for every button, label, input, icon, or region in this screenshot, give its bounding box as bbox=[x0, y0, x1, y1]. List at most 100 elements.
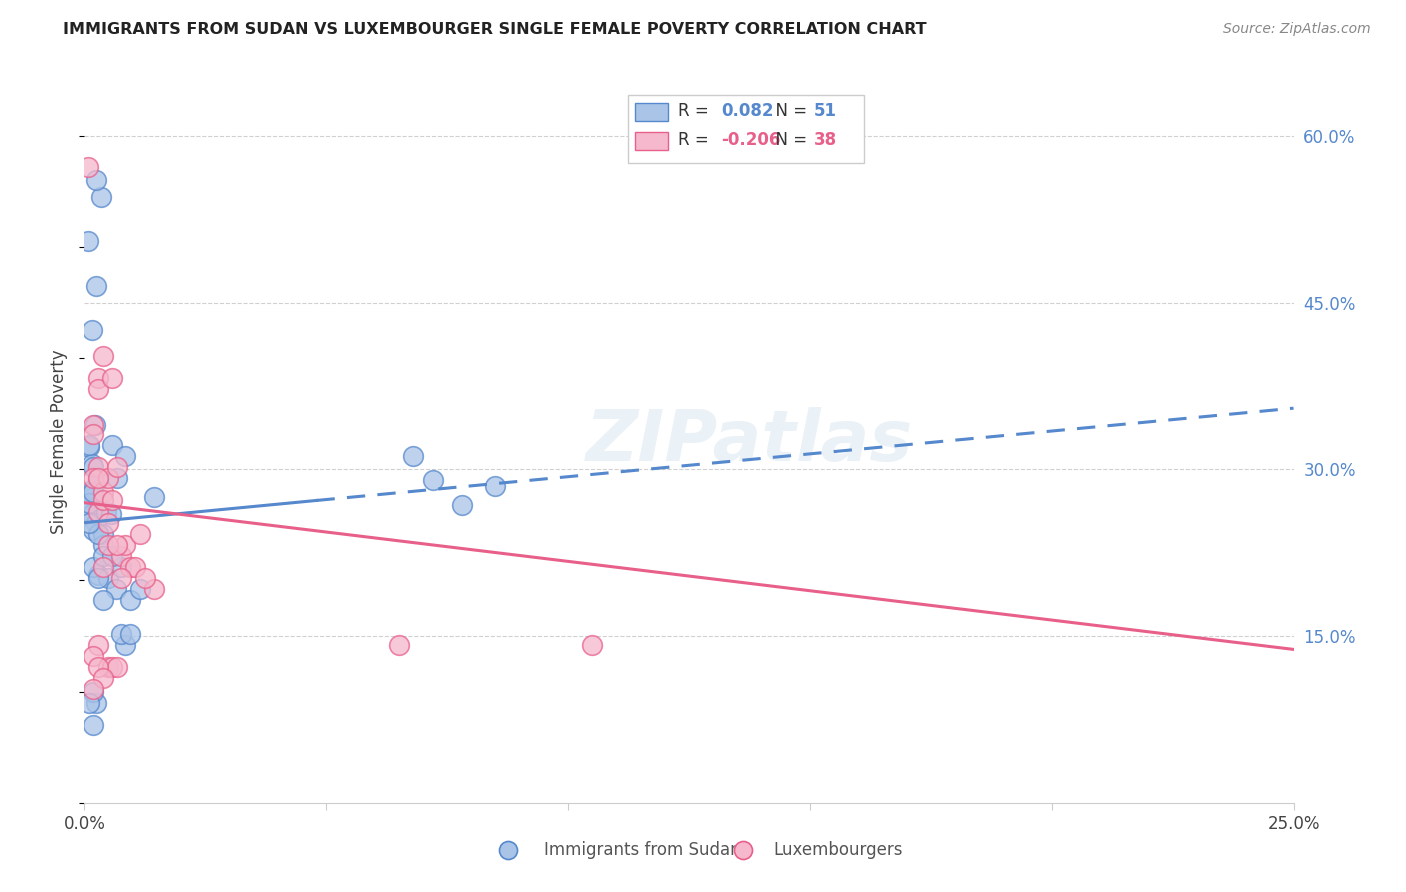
Point bbox=[90, 190, 112, 204]
Point bbox=[82, 460, 104, 475]
Point bbox=[581, 638, 603, 652]
Point bbox=[120, 627, 142, 641]
Point bbox=[82, 417, 104, 432]
Text: 0.082: 0.082 bbox=[721, 103, 775, 120]
Point bbox=[101, 660, 124, 674]
Text: Luxembourgers: Luxembourgers bbox=[773, 841, 903, 859]
Point bbox=[86, 173, 108, 187]
Point bbox=[77, 160, 100, 174]
Point bbox=[87, 568, 110, 582]
Point bbox=[84, 417, 107, 432]
Point bbox=[94, 505, 117, 519]
Point bbox=[86, 516, 108, 530]
Point bbox=[97, 516, 120, 530]
Point bbox=[87, 460, 110, 475]
Point bbox=[82, 483, 104, 497]
Point bbox=[77, 235, 100, 249]
Text: Source: ZipAtlas.com: Source: ZipAtlas.com bbox=[1223, 22, 1371, 37]
Point bbox=[97, 471, 120, 485]
Point bbox=[77, 516, 100, 530]
Point bbox=[124, 560, 146, 574]
Text: Immigrants from Sudan: Immigrants from Sudan bbox=[544, 841, 741, 859]
Point bbox=[388, 638, 411, 652]
Point bbox=[114, 538, 136, 552]
Point bbox=[101, 371, 124, 385]
Point bbox=[91, 493, 114, 508]
Text: IMMIGRANTS FROM SUDAN VS LUXEMBOURGER SINGLE FEMALE POVERTY CORRELATION CHART: IMMIGRANTS FROM SUDAN VS LUXEMBOURGER SI… bbox=[63, 22, 927, 37]
Point bbox=[77, 696, 100, 710]
Text: R =: R = bbox=[678, 131, 714, 149]
Point bbox=[105, 538, 128, 552]
Point bbox=[82, 682, 104, 697]
Point bbox=[87, 526, 110, 541]
Point bbox=[91, 560, 114, 574]
Text: 38: 38 bbox=[814, 131, 837, 149]
Point bbox=[82, 426, 104, 441]
Point bbox=[82, 684, 104, 698]
Point bbox=[91, 538, 114, 552]
Text: ZIPatlas: ZIPatlas bbox=[586, 407, 912, 476]
Point bbox=[97, 660, 120, 674]
Point bbox=[82, 471, 104, 485]
Text: -0.206: -0.206 bbox=[721, 131, 780, 149]
Point bbox=[105, 660, 128, 674]
Point bbox=[129, 582, 152, 597]
Point bbox=[87, 474, 110, 488]
Point bbox=[87, 571, 110, 585]
Point bbox=[129, 526, 152, 541]
Bar bbox=[634, 103, 668, 121]
Point bbox=[87, 382, 110, 396]
Point bbox=[80, 507, 103, 521]
Point bbox=[450, 498, 472, 512]
Point bbox=[82, 524, 104, 538]
Point bbox=[87, 505, 110, 519]
Point bbox=[87, 638, 110, 652]
Point bbox=[105, 471, 128, 485]
Point bbox=[110, 560, 132, 574]
Point bbox=[80, 457, 103, 471]
Bar bbox=[634, 132, 668, 151]
Text: N =: N = bbox=[765, 131, 813, 149]
Point bbox=[484, 479, 506, 493]
Point bbox=[143, 490, 166, 504]
Point bbox=[120, 593, 142, 607]
Point bbox=[82, 490, 104, 504]
Point bbox=[77, 438, 100, 452]
Point bbox=[82, 649, 104, 664]
Text: R =: R = bbox=[678, 103, 714, 120]
Point bbox=[91, 484, 114, 499]
Point bbox=[100, 507, 122, 521]
Point bbox=[143, 582, 166, 597]
Point bbox=[114, 638, 136, 652]
Point bbox=[101, 549, 124, 563]
Point bbox=[97, 538, 120, 552]
Text: N =: N = bbox=[765, 103, 813, 120]
Point bbox=[134, 571, 156, 585]
Point bbox=[110, 571, 132, 585]
Y-axis label: Single Female Poverty: Single Female Poverty bbox=[51, 350, 69, 533]
Point bbox=[80, 323, 103, 337]
Point bbox=[110, 627, 132, 641]
Point bbox=[77, 440, 100, 454]
Point bbox=[97, 571, 120, 585]
Text: 51: 51 bbox=[814, 103, 837, 120]
Point bbox=[86, 279, 108, 293]
Point bbox=[91, 349, 114, 363]
Point bbox=[87, 660, 110, 674]
Point bbox=[91, 549, 114, 563]
Point bbox=[91, 526, 114, 541]
Point bbox=[120, 560, 142, 574]
Point bbox=[86, 696, 108, 710]
Point bbox=[87, 471, 110, 485]
Point bbox=[104, 582, 127, 597]
Point bbox=[114, 449, 136, 463]
Point bbox=[422, 474, 444, 488]
Point bbox=[77, 496, 100, 510]
Point bbox=[91, 593, 114, 607]
Point bbox=[77, 505, 100, 519]
Point bbox=[82, 484, 104, 499]
Point bbox=[402, 449, 425, 463]
Point bbox=[87, 371, 110, 385]
Point bbox=[82, 560, 104, 574]
Point bbox=[91, 671, 114, 685]
